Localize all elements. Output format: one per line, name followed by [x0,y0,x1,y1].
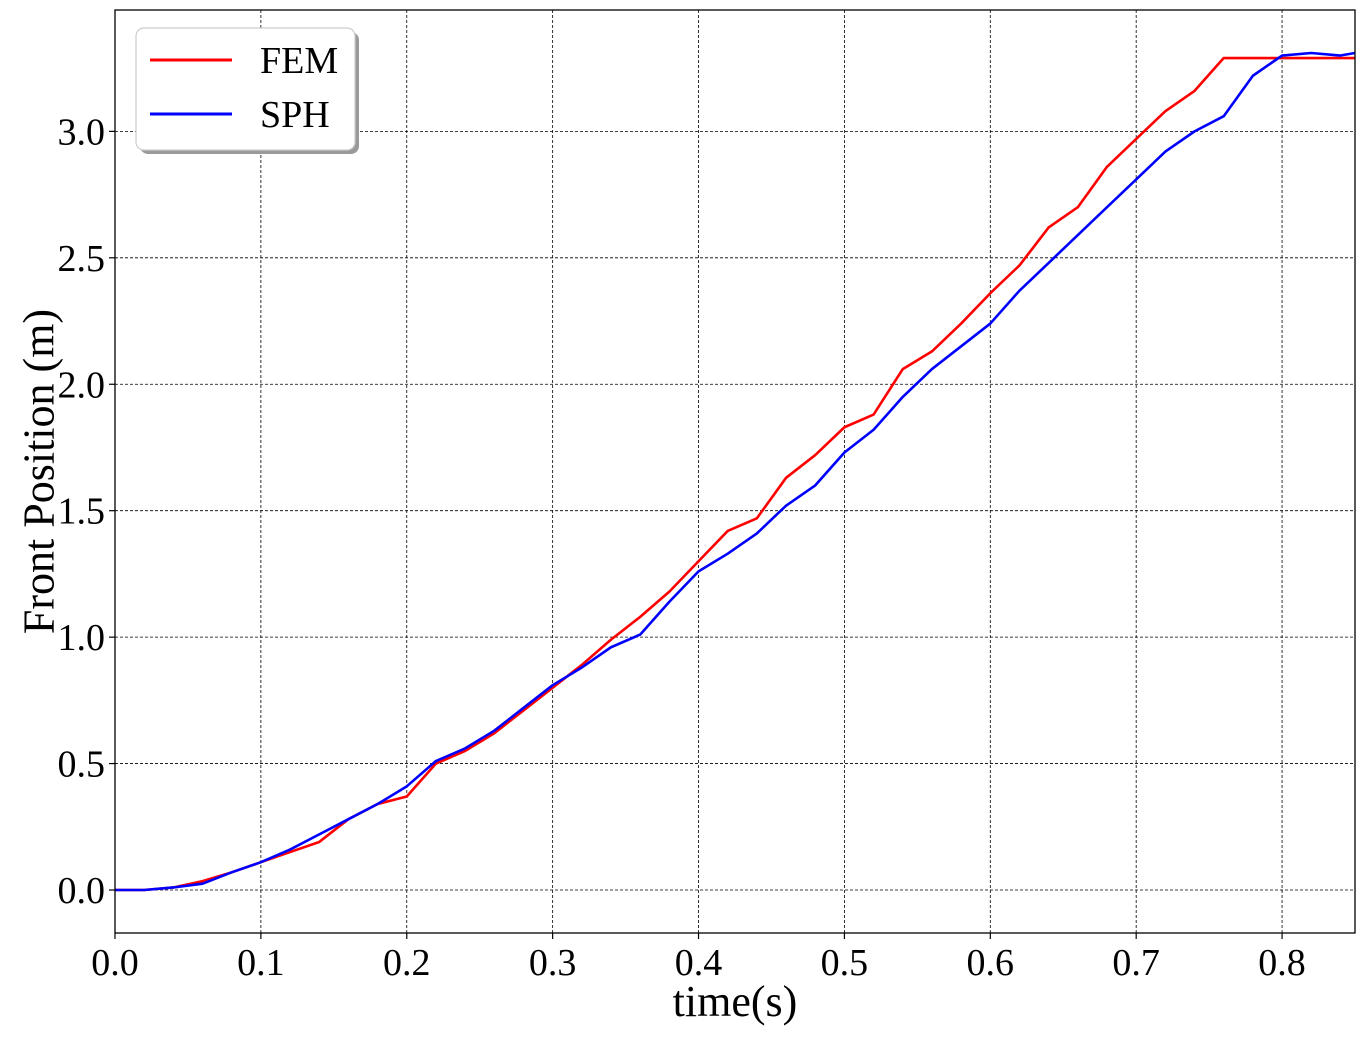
plot-area [114,9,1356,934]
y-tick-label: 2.0 [58,364,106,406]
series-line-fem [115,56,1355,892]
x-tick-label: 0.3 [529,942,577,984]
y-tick-label: 0.0 [58,870,106,912]
x-tick-label: 0.2 [383,942,431,984]
x-tick-label: 0.6 [967,942,1015,984]
x-tick-label: 0.4 [675,942,723,984]
y-axis-label: Front Position (m) [14,309,63,634]
x-tick-label: 0.1 [237,942,285,984]
legend-label-fem: FEM [260,40,338,82]
y-tick-label: 0.5 [58,744,106,786]
grid [114,10,1355,933]
legend-entries: FEM SPH [150,40,338,136]
series-line-sph [115,51,1355,892]
series-lines [115,51,1355,892]
x-tick-label: 0.5 [821,942,869,984]
y-tick-label: 2.5 [58,238,106,280]
y-tick-label: 1.5 [58,491,106,533]
x-tick-label: 0.0 [91,942,139,984]
y-tick-label: 1.0 [58,617,106,659]
y-tick-label: 3.0 [58,111,106,153]
legend-label-sph: SPH [260,94,330,136]
legend: FEM SPH [135,27,359,154]
x-tick-label: 0.8 [1258,942,1306,984]
axis-ticks: 0.0 0.1 0.2 0.3 0.4 0.5 0.6 0.7 0.8 0.0 0.5 1.0 1.5 2… [58,111,1306,984]
x-tick-label: 0.7 [1112,942,1160,984]
x-axis-label: time(s) [673,977,798,1026]
